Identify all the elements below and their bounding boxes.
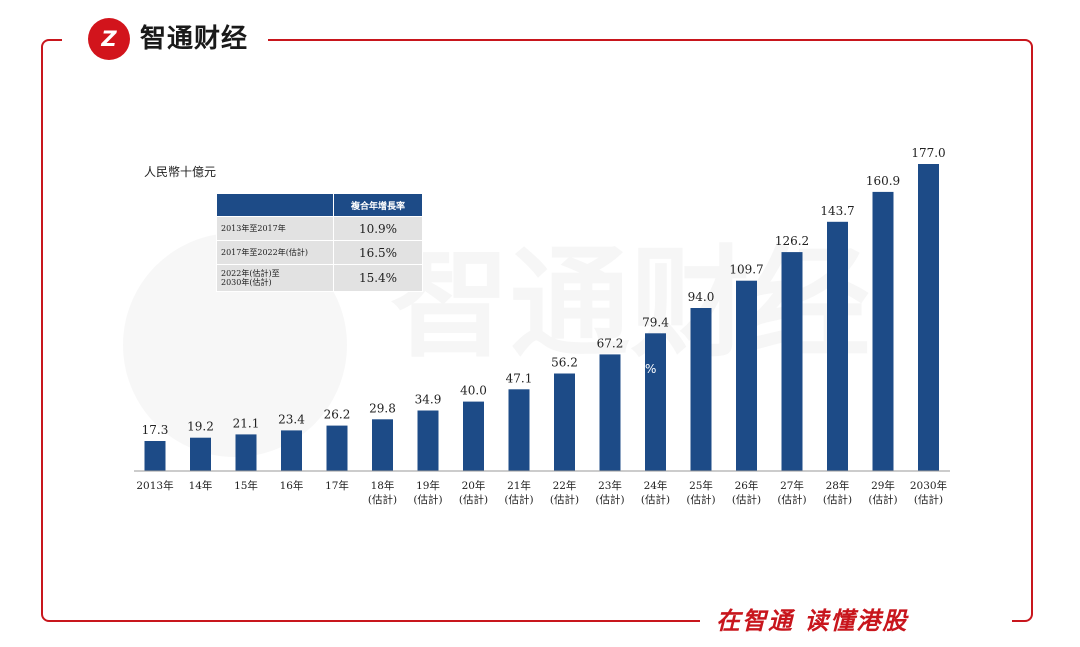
x-tick-label: (估計) bbox=[595, 493, 624, 506]
x-tick-label: 19年 bbox=[416, 479, 440, 492]
footer-gap bbox=[700, 600, 1012, 644]
slogan: 在智通 读懂港股 bbox=[716, 607, 909, 635]
x-tick-label: 27年 bbox=[780, 479, 804, 492]
value-label: 21.1 bbox=[233, 416, 260, 430]
x-tick-label: (估計) bbox=[459, 493, 488, 506]
cagr-row: 2013年至2017年 10.9% bbox=[216, 216, 423, 241]
value-label: 29.8 bbox=[369, 401, 396, 415]
x-tick-label: (估計) bbox=[686, 493, 715, 506]
bar bbox=[872, 191, 894, 471]
bar bbox=[281, 430, 302, 471]
frame-border bbox=[41, 39, 1033, 622]
value-label: 17.3 bbox=[142, 423, 169, 437]
bars-group bbox=[144, 164, 939, 471]
x-tick-label: (估計) bbox=[413, 493, 442, 506]
cagr-row: 2017年至2022年(估計) 16.5% bbox=[216, 240, 423, 265]
value-label: 160.9 bbox=[866, 174, 900, 188]
x-tick-label: (估計) bbox=[868, 493, 897, 506]
unit-label: 人民幣十億元 bbox=[144, 165, 217, 179]
value-label: 56.2 bbox=[551, 356, 578, 370]
x-tick-label: 26年 bbox=[735, 479, 759, 492]
x-tick-label: 17年 bbox=[325, 479, 349, 492]
bar bbox=[690, 308, 712, 471]
x-tick-label: 28年 bbox=[826, 479, 850, 492]
x-tick-label: (估計) bbox=[641, 493, 670, 506]
x-tick-label: 20年 bbox=[462, 479, 486, 492]
value-label: 79.4 bbox=[642, 315, 669, 329]
x-tick-label: 22年 bbox=[553, 479, 577, 492]
cagr-period: 2022年(估計)至 2030年(估計) bbox=[216, 264, 334, 292]
bar bbox=[508, 389, 530, 471]
bar bbox=[918, 164, 939, 471]
x-tick-label: 16年 bbox=[280, 479, 304, 492]
value-label: 109.7 bbox=[729, 263, 763, 277]
x-tick-label: 14年 bbox=[189, 479, 213, 492]
bar bbox=[781, 252, 803, 471]
value-label: 67.2 bbox=[597, 336, 624, 350]
value-label: 26.2 bbox=[324, 408, 351, 422]
cagr-table-header-blank bbox=[216, 193, 334, 217]
value-label: 34.9 bbox=[415, 393, 442, 407]
bar bbox=[554, 373, 575, 471]
x-tick-label: (估計) bbox=[732, 493, 761, 506]
x-tick-label: 24年 bbox=[644, 479, 668, 492]
bar bbox=[645, 333, 666, 471]
bar bbox=[372, 419, 393, 471]
x-tick-label: 23年 bbox=[598, 479, 622, 492]
value-label: 47.1 bbox=[506, 371, 533, 385]
brand-name: 智通财经 bbox=[140, 24, 249, 54]
cagr-row: 2022年(估計)至 2030年(估計) 15.4% bbox=[216, 264, 423, 292]
x-tick-labels-group: 2013年 14年 15年 16年 17年 18年(估計)19年(估計)20年(估計)21… bbox=[136, 479, 947, 506]
x-tick-label: (估計) bbox=[914, 493, 943, 506]
x-tick-label: 25年 bbox=[689, 479, 713, 492]
cagr-period: 2017年至2022年(估計) bbox=[216, 240, 334, 265]
cagr-period: 2013年至2017年 bbox=[216, 216, 334, 241]
stray-percent-mark: % bbox=[645, 362, 657, 376]
x-tick-label: 2030年 bbox=[910, 479, 947, 492]
value-label: 143.7 bbox=[820, 204, 854, 218]
value-labels-group: 17.3 19.2 21.1 23.4 26.2 29.8 34.9 40.0 47.1 56.2… bbox=[142, 146, 946, 437]
x-tick-label: 18年 bbox=[371, 479, 395, 492]
x-tick-label: (估計) bbox=[823, 493, 852, 506]
x-tick-label: (估計) bbox=[368, 493, 397, 506]
bar bbox=[599, 354, 621, 471]
x-tick-label: (估計) bbox=[777, 493, 806, 506]
cagr-table: 複合年增長率 2013年至2017年 10.9% 2017年至2022年(估計)… bbox=[216, 193, 423, 292]
cagr-table-header: 複合年增長率 bbox=[333, 193, 423, 217]
x-tick-label: 15年 bbox=[234, 479, 258, 492]
bar bbox=[827, 221, 848, 471]
x-tick-label: 21年 bbox=[507, 479, 531, 492]
cagr-rate: 10.9% bbox=[333, 216, 423, 241]
bar bbox=[235, 434, 257, 471]
bar bbox=[144, 441, 166, 471]
value-label: 40.0 bbox=[460, 384, 487, 398]
x-tick-label: 2013年 bbox=[136, 479, 173, 492]
value-label: 126.2 bbox=[775, 234, 809, 248]
cagr-rate: 16.5% bbox=[333, 240, 423, 265]
bar bbox=[736, 280, 757, 471]
x-tick-label: 29年 bbox=[871, 479, 895, 492]
value-label: 94.0 bbox=[688, 290, 715, 304]
bar bbox=[190, 437, 211, 471]
bar bbox=[463, 401, 484, 471]
x-tick-label: (估計) bbox=[504, 493, 533, 506]
brand-logo-icon: Z bbox=[88, 18, 130, 60]
bar bbox=[326, 425, 348, 471]
value-label: 23.4 bbox=[278, 412, 305, 426]
value-label: 177.0 bbox=[911, 146, 945, 160]
x-tick-label: (估計) bbox=[550, 493, 579, 506]
bar bbox=[417, 410, 439, 471]
cagr-rate: 15.4% bbox=[333, 264, 423, 292]
value-label: 19.2 bbox=[187, 420, 214, 434]
